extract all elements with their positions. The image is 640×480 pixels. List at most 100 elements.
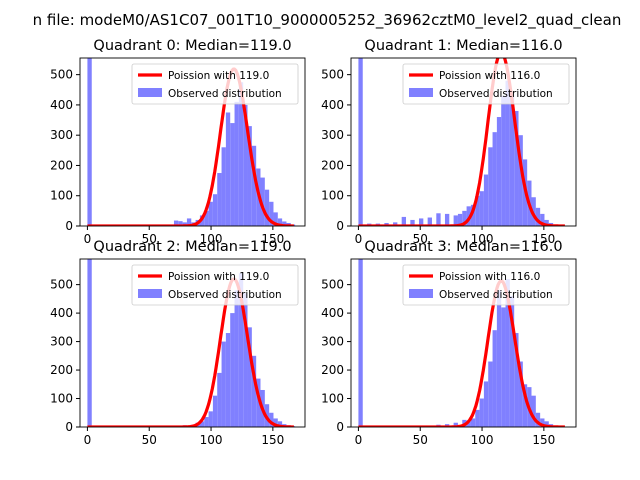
legend-patch-swatch bbox=[138, 88, 162, 97]
subplot-quadrant-3: 0 50 100 150 0 100 200 300 400 500 Quadrant 3: Med… bbox=[321, 239, 577, 447]
histogram-bar bbox=[264, 189, 270, 226]
y-tick-label: 100 bbox=[50, 392, 73, 406]
histogram-bar bbox=[182, 222, 187, 226]
subplot-title: Quadrant 2: Median=119.0 bbox=[93, 239, 291, 255]
histogram-bar bbox=[230, 313, 235, 427]
legend-label: Poission with 116.0 bbox=[439, 271, 540, 283]
histogram-bar bbox=[199, 421, 205, 427]
histogram-bar bbox=[470, 204, 476, 226]
histogram-bar bbox=[358, 259, 363, 427]
histogram-bar bbox=[505, 278, 510, 427]
histogram-bar bbox=[234, 290, 239, 427]
legend-box bbox=[131, 264, 299, 306]
y-tick-label: 100 bbox=[321, 189, 344, 203]
x-tick-label: 150 bbox=[261, 232, 284, 246]
histogram-bar bbox=[225, 333, 231, 427]
histogram-bar bbox=[401, 216, 407, 226]
y-tick-label: 300 bbox=[50, 128, 73, 142]
legend-patch-swatch bbox=[409, 88, 433, 97]
histogram-bar bbox=[444, 213, 450, 226]
legend-label: Poission with 116.0 bbox=[439, 70, 540, 82]
histogram-bar bbox=[204, 417, 209, 427]
histogram-bar bbox=[540, 418, 545, 427]
y-tick-label: 100 bbox=[50, 189, 73, 203]
y-tick-label: 100 bbox=[321, 392, 344, 406]
plot-area bbox=[358, 259, 566, 427]
y-tick-label: 400 bbox=[50, 306, 73, 320]
histogram-bar bbox=[475, 195, 480, 226]
y-tick-label: 300 bbox=[50, 335, 73, 349]
poisson-curve bbox=[358, 279, 566, 427]
legend-box bbox=[402, 63, 570, 105]
histogram-bar bbox=[212, 395, 218, 427]
histogram-bar bbox=[496, 117, 502, 226]
histogram-bar bbox=[479, 191, 484, 226]
histogram-bar bbox=[518, 361, 523, 427]
histogram-bar bbox=[186, 218, 192, 226]
histogram-bar bbox=[273, 418, 278, 427]
poisson-curve bbox=[87, 277, 295, 427]
x-tick-label: 100 bbox=[471, 433, 494, 447]
legend-label: Poission with 119.0 bbox=[168, 70, 269, 82]
histogram-bar bbox=[479, 398, 484, 427]
legend-label: Poission with 119.0 bbox=[168, 271, 269, 283]
legend: Poission with 116.0 Observed distribution bbox=[402, 264, 570, 306]
histogram-bar bbox=[217, 372, 222, 427]
subplot-title: Quadrant 0: Median=119.0 bbox=[93, 38, 291, 54]
y-tick-label: 0 bbox=[65, 219, 73, 233]
histogram-bar bbox=[535, 207, 541, 226]
histogram-bar bbox=[208, 201, 213, 226]
histogram-bar bbox=[212, 194, 218, 226]
plot-area bbox=[87, 259, 296, 427]
histogram-bar bbox=[234, 101, 239, 226]
histogram-bar bbox=[475, 409, 480, 427]
histogram-bar bbox=[492, 132, 497, 226]
histogram-bar bbox=[178, 221, 183, 226]
axes-frame bbox=[79, 57, 306, 227]
histogram-bar bbox=[256, 378, 261, 427]
x-tick-label: 100 bbox=[200, 433, 223, 447]
histogram-bar bbox=[87, 58, 92, 226]
subplot-quadrant-1: 0 50 100 150 0 100 200 300 400 500 Quadrant 1: Med… bbox=[321, 38, 577, 246]
histogram-bar bbox=[260, 177, 265, 226]
histogram-bar bbox=[217, 173, 222, 226]
histogram-bar bbox=[273, 212, 278, 226]
x-tick-label: 0 bbox=[355, 433, 363, 447]
histogram-bar bbox=[87, 259, 92, 427]
histogram-bar bbox=[238, 273, 244, 427]
histogram-bar bbox=[221, 147, 226, 226]
histogram-bar bbox=[501, 95, 506, 226]
histogram-bar bbox=[462, 210, 467, 226]
x-tick-label: 150 bbox=[532, 232, 555, 246]
x-tick-label: 0 bbox=[355, 232, 363, 246]
histogram-bar bbox=[483, 174, 489, 226]
histogram-bar bbox=[501, 307, 506, 427]
histogram-bar bbox=[496, 290, 502, 427]
histogram-bar bbox=[531, 395, 536, 427]
histogram-bar bbox=[238, 82, 244, 226]
poisson-curve bbox=[87, 67, 295, 226]
subplot-quadrant-0: 0 50 100 150 0 100 200 300 400 500 Quadrant 0: Med… bbox=[50, 38, 306, 246]
y-tick-label: 400 bbox=[321, 98, 344, 112]
legend-label: Observed distribution bbox=[439, 289, 553, 301]
plot-area bbox=[87, 58, 296, 226]
axes-frame bbox=[79, 258, 306, 428]
histogram-bar bbox=[509, 94, 515, 226]
plot-area bbox=[358, 58, 566, 226]
histogram-bar bbox=[247, 126, 252, 226]
legend: Poission with 119.0 Observed distribution bbox=[131, 63, 299, 105]
y-tick-label: 300 bbox=[321, 128, 344, 142]
histogram-bar bbox=[269, 412, 274, 427]
x-tick-label: 50 bbox=[413, 232, 428, 246]
legend-box bbox=[131, 63, 299, 105]
x-tick-label: 0 bbox=[84, 232, 92, 246]
x-tick-label: 50 bbox=[413, 433, 428, 447]
x-tick-label: 100 bbox=[200, 232, 223, 246]
histogram-bar bbox=[393, 222, 398, 226]
legend-box bbox=[402, 264, 570, 306]
histogram-bar bbox=[544, 219, 549, 226]
x-tick-label: 100 bbox=[471, 232, 494, 246]
legend-label: Observed distribution bbox=[168, 289, 282, 301]
